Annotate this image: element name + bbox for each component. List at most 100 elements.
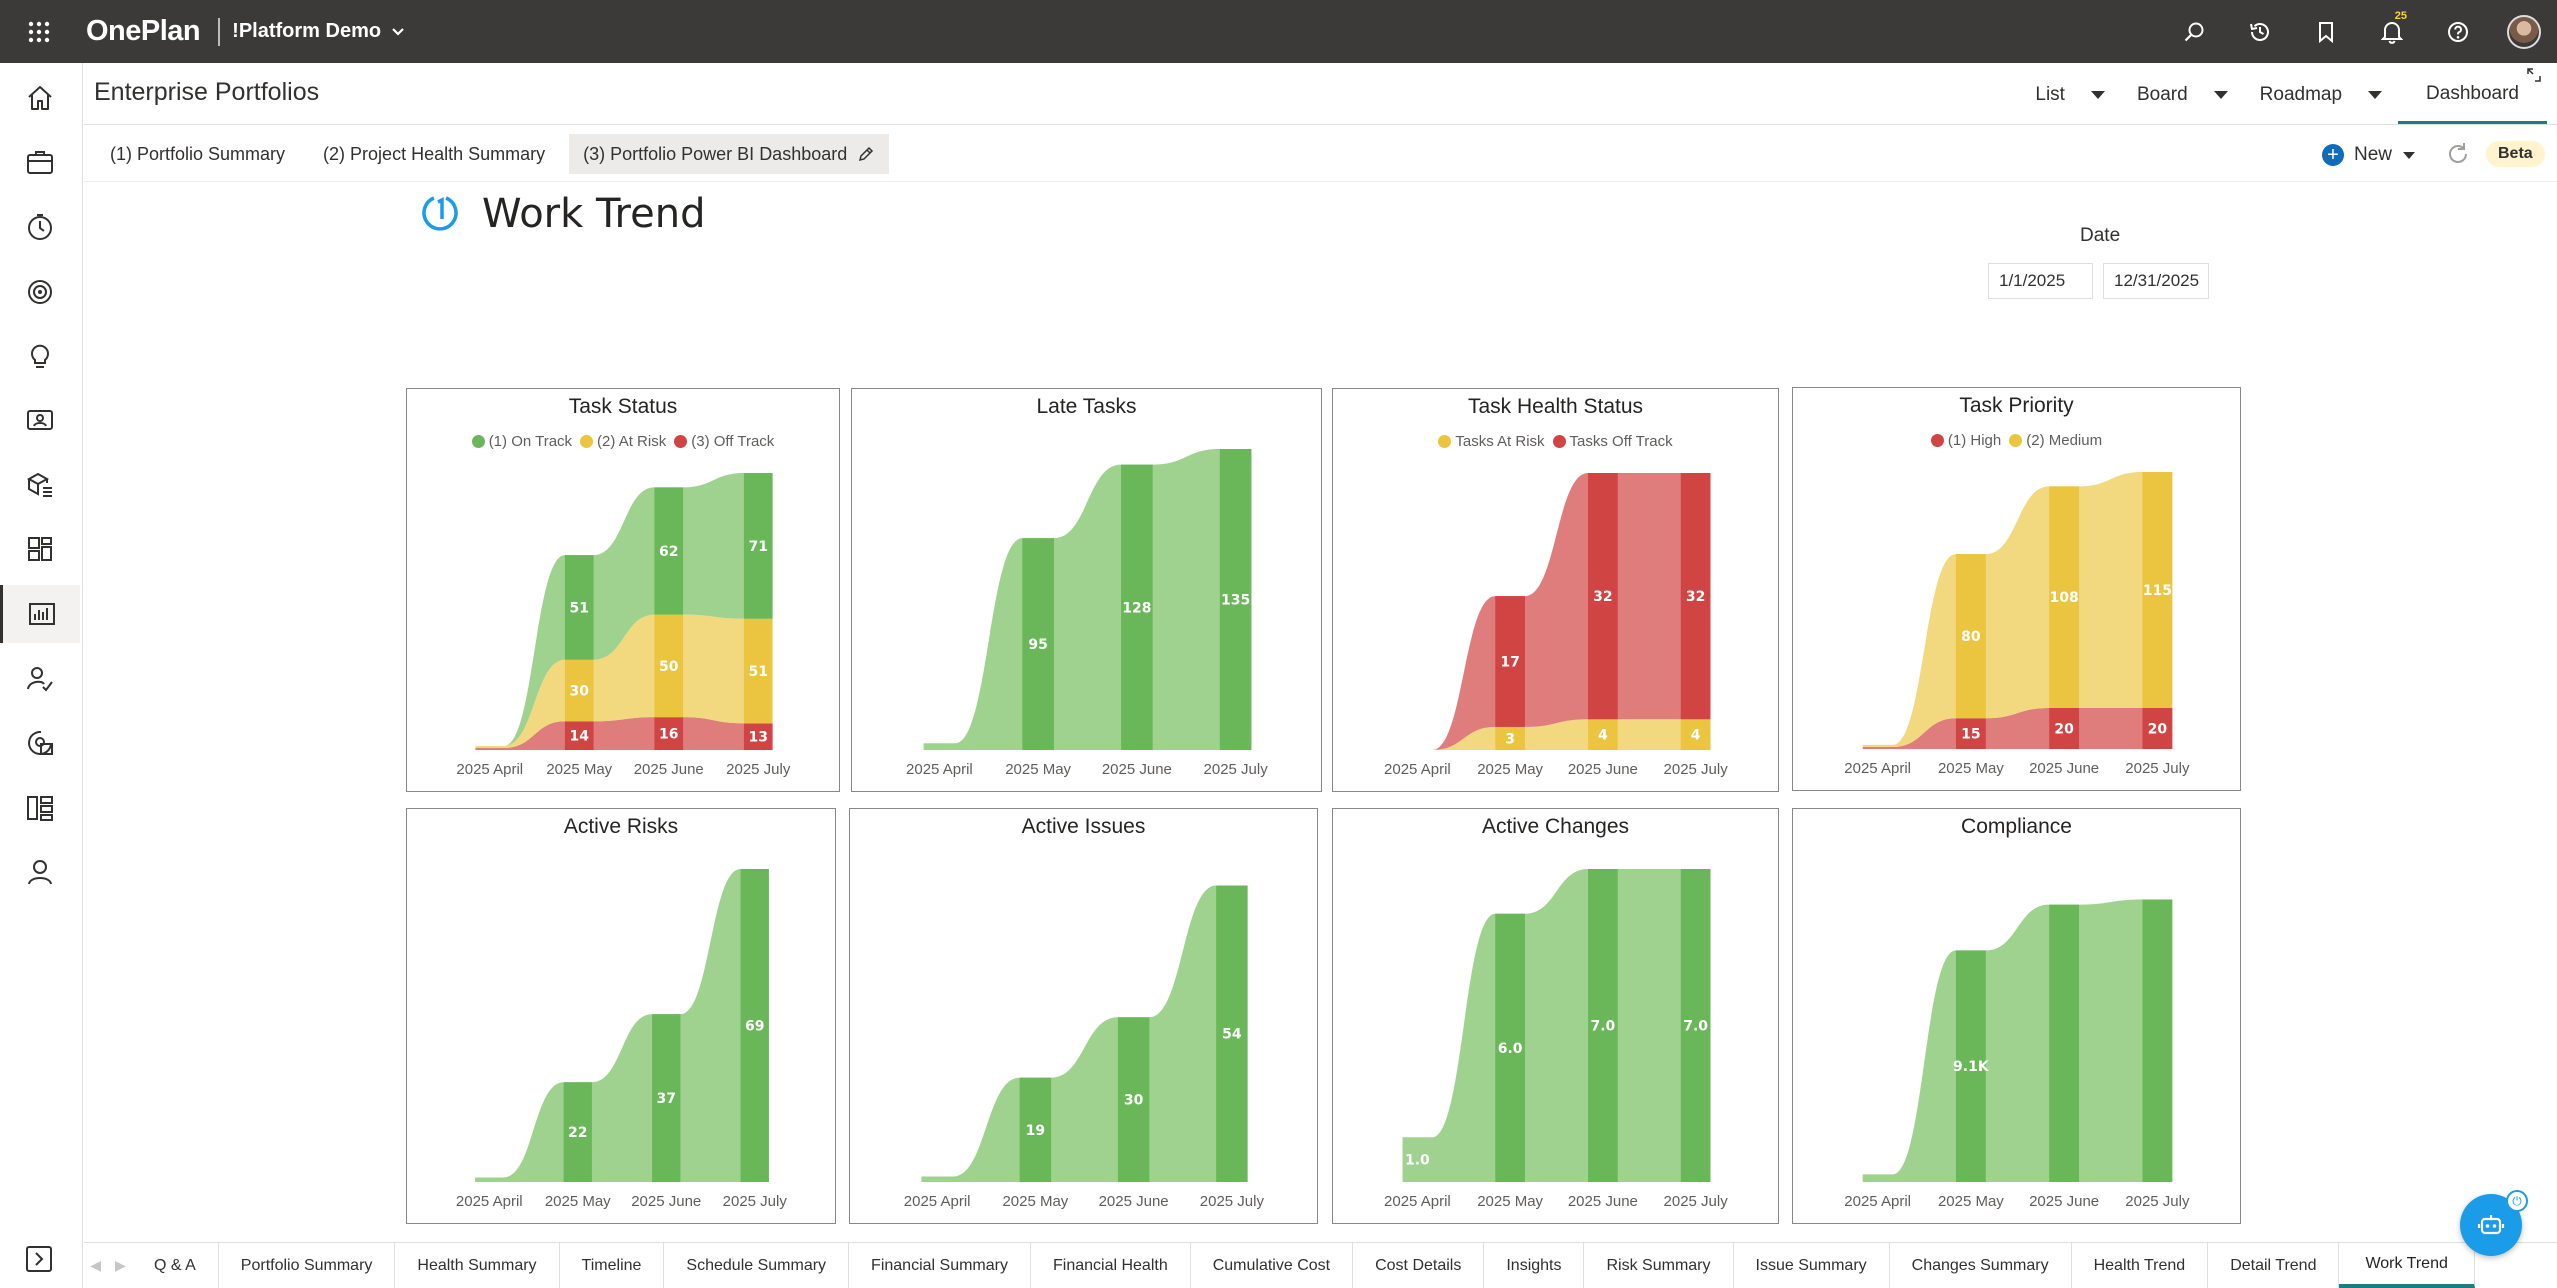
bar-segment[interactable]	[2142, 707, 2173, 749]
resource-icon[interactable]	[0, 714, 80, 772]
bar-segment[interactable]	[654, 614, 684, 718]
page-tab[interactable]: Timeline	[560, 1243, 665, 1288]
timer-icon[interactable]	[0, 198, 80, 256]
brand-name[interactable]: OnePlan	[86, 15, 201, 47]
area-band-series[interactable]	[475, 869, 769, 1182]
page-tab[interactable]: Detail Trend	[2208, 1243, 2340, 1288]
bar-segment[interactable]	[1588, 869, 1618, 1182]
chevron-down-icon[interactable]	[2090, 91, 2105, 99]
bar-segment[interactable]	[1022, 538, 1054, 750]
chart-card-task-status[interactable]: Task Status (1) On Track (2) At Risk (3)…	[406, 388, 840, 792]
contact-card-icon[interactable]	[0, 391, 80, 449]
assistant-bot-button[interactable]: ⏻	[2460, 1190, 2528, 1256]
bar-segment[interactable]	[2049, 707, 2080, 749]
page-tab[interactable]: Health Trend	[2072, 1243, 2209, 1288]
people-check-icon[interactable]	[0, 650, 80, 708]
bar-segment[interactable]	[1680, 719, 1711, 750]
search-icon[interactable]	[2161, 0, 2227, 63]
bar-segment[interactable]	[1219, 449, 1252, 750]
tab-portfolio-power-bi-dashboard[interactable]: (3) Portfolio Power BI Dashboard	[569, 134, 890, 174]
bar-segment[interactable]	[2142, 472, 2173, 708]
page-tab[interactable]: Cost Details	[1353, 1243, 1485, 1288]
org-chart-icon[interactable]	[0, 779, 80, 837]
notifications-icon[interactable]: 25	[2359, 0, 2425, 63]
area-band-tasks-at-risk[interactable]	[1402, 719, 1711, 750]
tab-board[interactable]: Board	[2121, 66, 2244, 124]
chart-card-active-issues[interactable]: Active Issues 19 30 54 2025 April 2025 May 20…	[849, 808, 1318, 1224]
chart-card-compliance[interactable]: Compliance 9.1K 2025 April 2025 May 2025 Ju…	[1792, 808, 2241, 1224]
page-tab[interactable]: Financial Health	[1031, 1243, 1191, 1288]
lightbulb-icon[interactable]	[0, 327, 80, 385]
page-tab[interactable]: Financial Summary	[849, 1243, 1031, 1288]
tab-portfolio-summary[interactable]: (1) Portfolio Summary	[96, 134, 299, 174]
bar-segment[interactable]	[1680, 869, 1711, 1182]
app-launcher-icon[interactable]	[0, 0, 78, 63]
briefcase-icon[interactable]	[0, 133, 80, 191]
bar-segment[interactable]	[2142, 899, 2173, 1182]
area-band-series[interactable]	[1402, 869, 1711, 1182]
target-icon[interactable]	[0, 263, 80, 321]
bar-segment[interactable]	[743, 723, 773, 750]
bar-segment[interactable]	[564, 721, 594, 750]
page-tab[interactable]: Portfolio Summary	[219, 1243, 396, 1288]
bar-segment[interactable]	[1680, 473, 1711, 720]
chevron-right-icon[interactable]: ▶	[115, 1257, 126, 1273]
legend-item[interactable]: (3) Off Track	[674, 433, 774, 450]
home-icon[interactable]	[0, 69, 80, 127]
bar-segment[interactable]	[1495, 913, 1525, 1182]
page-tab[interactable]: Schedule Summary	[664, 1243, 850, 1288]
person-icon[interactable]	[0, 843, 80, 901]
bar-segment[interactable]	[1216, 885, 1248, 1182]
page-tab[interactable]: Work Trend	[2339, 1243, 2475, 1288]
bar-segment[interactable]	[1588, 473, 1618, 720]
area-band-tasks-off-track[interactable]	[1402, 473, 1711, 750]
bar-segment[interactable]	[1495, 596, 1525, 727]
area-band--2-at-risk[interactable]	[475, 614, 773, 748]
help-icon[interactable]	[2425, 0, 2491, 63]
bar-segment[interactable]	[652, 1014, 681, 1182]
bar-segment[interactable]	[1955, 950, 1986, 1182]
page-nav-arrows[interactable]: ◀ ▶	[84, 1243, 132, 1288]
expand-nav-icon[interactable]	[22, 1242, 56, 1276]
chart-icon[interactable]	[0, 585, 80, 643]
cube-list-icon[interactable]	[0, 456, 80, 514]
area-band-series[interactable]	[923, 449, 1252, 750]
legend-item[interactable]: Tasks At Risk	[1438, 433, 1545, 450]
legend-item[interactable]: (2) Medium	[2009, 432, 2102, 449]
chart-card-task-priority[interactable]: Task Priority (1) High (2) Medium 15 20 20…	[1792, 387, 2241, 791]
bar-segment[interactable]	[2049, 486, 2080, 708]
legend-item[interactable]: (2) At Risk	[580, 433, 666, 450]
bar-segment[interactable]	[563, 1082, 592, 1182]
bar-segment[interactable]	[1955, 718, 1986, 749]
tab-project-health-summary[interactable]: (2) Project Health Summary	[309, 134, 559, 174]
area-band--1-high[interactable]	[1862, 707, 2173, 749]
tenant-switcher[interactable]: !Platform Demo	[232, 20, 405, 43]
tab-roadmap[interactable]: Roadmap	[2244, 66, 2398, 124]
chart-card-active-changes[interactable]: Active Changes 1.0 6.0 7.0 7.0 2025 April 202…	[1332, 808, 1779, 1224]
expand-icon[interactable]	[2525, 66, 2543, 84]
bar-segment[interactable]	[564, 659, 594, 722]
tab-dashboard[interactable]: Dashboard	[2398, 66, 2547, 124]
bar-segment[interactable]	[654, 717, 684, 750]
page-tab[interactable]: Q & A	[132, 1243, 219, 1288]
bookmark-icon[interactable]	[2293, 0, 2359, 63]
bar-segment[interactable]	[743, 618, 773, 724]
area-band-series[interactable]	[921, 885, 1248, 1182]
page-tab[interactable]: Issue Summary	[1734, 1243, 1890, 1288]
chevron-left-icon[interactable]: ◀	[90, 1257, 101, 1273]
date-start-input[interactable]: 1/1/2025	[1988, 263, 2093, 299]
user-avatar[interactable]	[2491, 0, 2557, 63]
bar-segment[interactable]	[654, 487, 684, 615]
bar-segment[interactable]	[564, 555, 594, 660]
tab-list[interactable]: List	[2019, 66, 2121, 124]
legend-item[interactable]: (1) On Track	[471, 433, 572, 450]
chevron-down-icon[interactable]	[2368, 91, 2383, 99]
new-button[interactable]: + New	[2322, 138, 2416, 172]
bar-segment[interactable]	[1117, 1017, 1150, 1182]
chevron-down-icon[interactable]	[2213, 91, 2228, 99]
chart-card-late-tasks[interactable]: Late Tasks 95 128 135 2025 April 2025 May 202…	[851, 388, 1322, 792]
bar-segment[interactable]	[1495, 726, 1525, 750]
bar-segment[interactable]	[1955, 554, 1986, 719]
page-tab[interactable]: Health Summary	[395, 1243, 560, 1288]
page-tab[interactable]: Insights	[1484, 1243, 1585, 1288]
